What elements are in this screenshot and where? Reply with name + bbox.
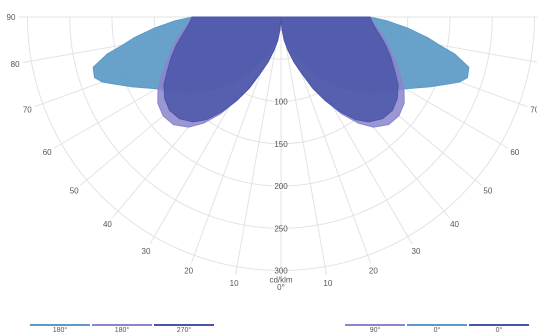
angle-label: 10 — [230, 279, 239, 288]
legend-label: 180° — [114, 327, 130, 334]
legend-item: 180° — [30, 324, 90, 336]
angle-label: 50 — [70, 187, 79, 196]
angle-label: 30 — [412, 247, 421, 256]
intensity-curves — [92, 16, 470, 128]
legend-swatch — [469, 324, 529, 326]
legend-item: 90° — [345, 324, 405, 336]
angle-label: 40 — [450, 220, 459, 229]
series-curve-3 — [163, 16, 399, 123]
legend-label: 90° — [369, 327, 381, 334]
legend-swatch — [92, 324, 152, 326]
grid-spoke — [280, 16, 327, 276]
legend-label: 180° — [52, 327, 68, 334]
angle-label: 20 — [369, 267, 378, 276]
axis-labels: 100150200250300cd/klm9080706050403020108… — [7, 13, 537, 292]
legend-item: 270° — [154, 324, 214, 336]
radial-tick-label: 150 — [274, 140, 288, 149]
angle-label: 10 — [323, 279, 332, 288]
angle-label: 70 — [23, 105, 32, 114]
legend-swatch — [345, 324, 405, 326]
legend-swatch — [154, 324, 214, 326]
legend-item: 0° — [469, 324, 529, 336]
legend-item: 0° — [407, 324, 467, 336]
radial-tick-label: 250 — [274, 224, 288, 233]
angle-label: 20 — [184, 267, 193, 276]
grid-spoke — [235, 16, 282, 276]
angle-label: 60 — [43, 148, 52, 157]
angle-label: 90 — [7, 13, 16, 22]
legend-label: 0° — [495, 327, 503, 334]
legend-swatch — [30, 324, 90, 326]
unit-label: cd/klm — [269, 276, 292, 285]
legend-swatch — [407, 324, 467, 326]
angle-label: 60 — [510, 148, 519, 157]
angle-label: 80 — [11, 60, 20, 69]
angle-label: 50 — [483, 187, 492, 196]
angle-label: 30 — [142, 247, 151, 256]
legend-label: 270° — [176, 327, 192, 334]
legend-item: 180° — [92, 324, 152, 336]
angle-label: 40 — [103, 220, 112, 229]
angle-label: 70 — [530, 105, 537, 114]
angle-label-bottom: 0° — [277, 283, 285, 292]
legend-label: 0° — [433, 327, 441, 334]
radial-tick-label: 300 — [274, 267, 288, 276]
radial-tick-label: 100 — [274, 98, 288, 107]
radial-tick-label: 200 — [274, 182, 288, 191]
